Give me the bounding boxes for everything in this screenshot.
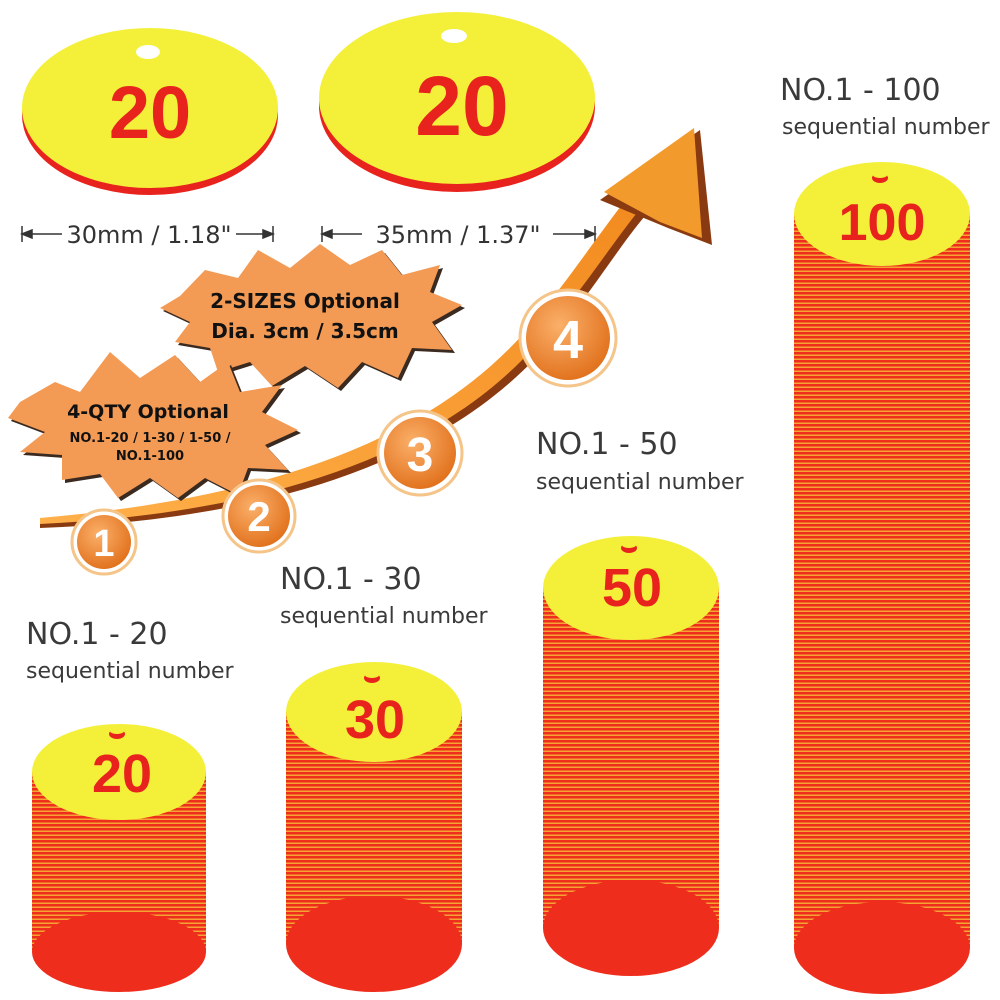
stack-label-title: NO.1 - 100 xyxy=(780,73,941,108)
tag-hole xyxy=(441,29,467,43)
stack-label-subtitle: sequential number xyxy=(26,659,235,684)
dimension-label: 35mm / 1.37" xyxy=(375,221,540,249)
step-circle-2: 2 xyxy=(221,478,297,554)
stack-label-subtitle: sequential number xyxy=(280,604,489,629)
stack-label-title: NO.1 - 50 xyxy=(536,427,678,462)
stack-label-title: NO.1 - 20 xyxy=(26,617,168,652)
dimension-35mm: 35mm / 1.37" xyxy=(319,221,598,249)
sample-tag-number: 20 xyxy=(109,71,191,154)
tag-stack-30: 30 xyxy=(286,662,462,992)
badge-sizes-detail: Dia. 3cm / 3.5cm xyxy=(211,319,398,343)
badge-qty-detail-1: NO.1-20 / 1-30 / 1-50 / xyxy=(69,431,230,446)
stack-top-number: 100 xyxy=(839,194,926,252)
badge-sizes-optional: 2-SIZES Optional Dia. 3cm / 3.5cm xyxy=(160,244,465,391)
stack-top-number: 50 xyxy=(602,558,662,618)
tag-stack-50: 50 xyxy=(543,536,719,976)
badge-sizes-title: 2-SIZES Optional xyxy=(210,289,400,313)
sample-tag-number: 20 xyxy=(415,59,508,153)
tag-stack-20: 20 xyxy=(32,724,206,992)
tag-hole xyxy=(136,45,160,59)
badge-qty-title: 4-QTY Optional xyxy=(67,401,229,423)
stack-label-subtitle: sequential number xyxy=(536,470,745,495)
stack-label-subtitle: sequential number xyxy=(782,115,991,140)
stack-top-number: 30 xyxy=(345,690,405,750)
step-circle-1: 1 xyxy=(70,508,138,576)
sample-tag-35mm: 20 xyxy=(319,12,595,192)
tag-stack-100: 100 xyxy=(794,162,970,994)
step-number: 2 xyxy=(247,493,270,540)
sample-tag-30mm: 20 xyxy=(22,28,278,195)
dimension-30mm: 30mm / 1.18" xyxy=(19,221,276,249)
step-circle-3: 3 xyxy=(376,409,464,497)
badge-qty-optional: 4-QTY Optional NO.1-20 / 1-30 / 1-50 / N… xyxy=(8,352,301,501)
step-number: 4 xyxy=(553,310,583,370)
step-number: 3 xyxy=(407,429,434,482)
step-circle-4: 4 xyxy=(518,288,618,388)
badge-qty-detail-2: NO.1-100 xyxy=(116,449,184,464)
step-number: 1 xyxy=(93,523,114,565)
stack-top-number: 20 xyxy=(92,744,152,804)
dimension-label: 30mm / 1.18" xyxy=(66,221,231,249)
stack-label-title: NO.1 - 30 xyxy=(280,562,422,597)
